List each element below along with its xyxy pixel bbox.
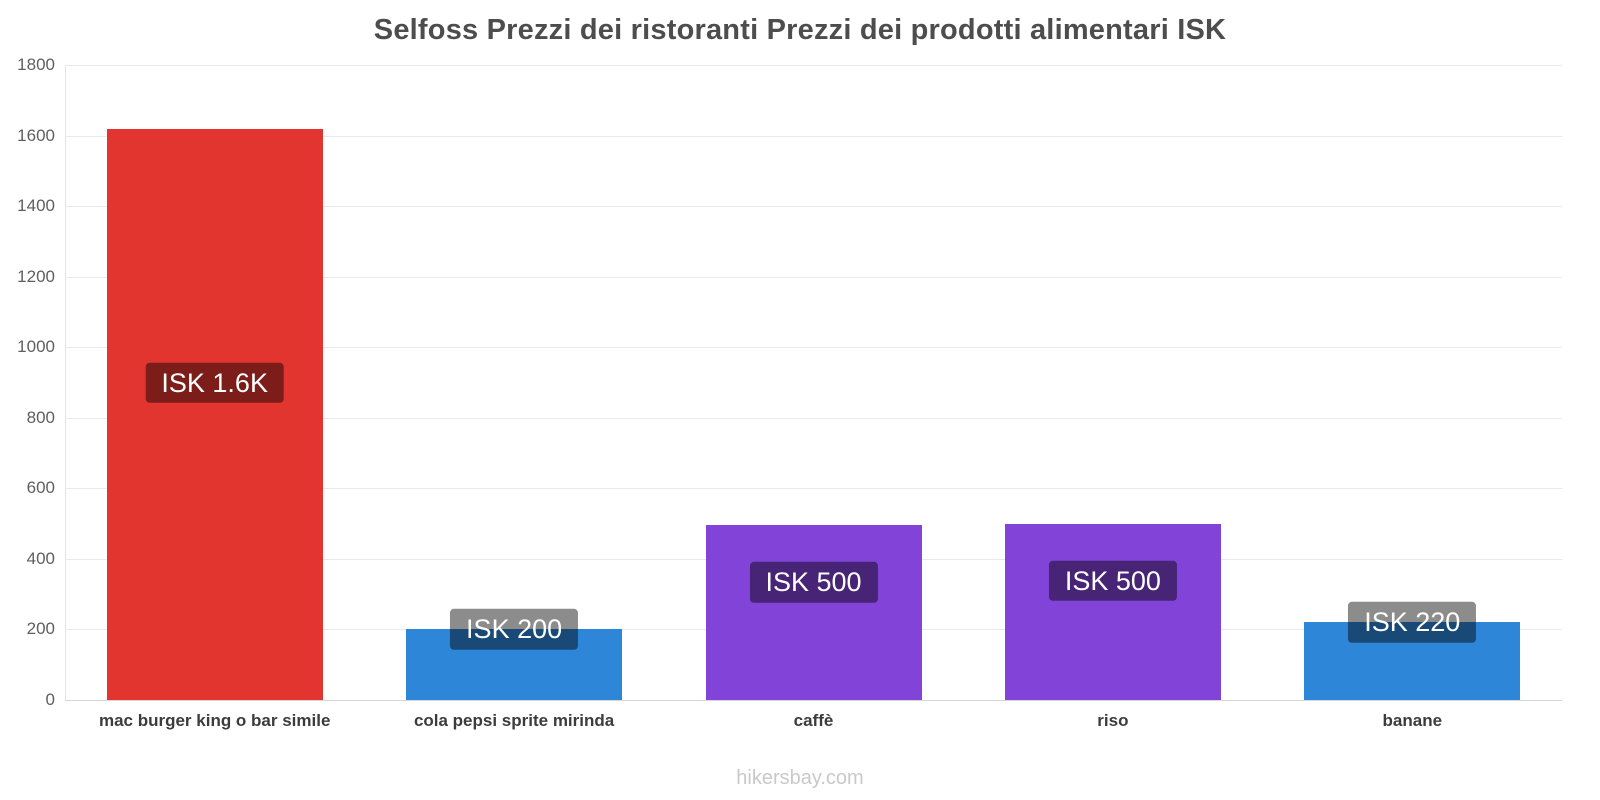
x-axis-baseline <box>65 700 1562 701</box>
gridline <box>65 347 1562 349</box>
x-axis-category-label: riso <box>1097 711 1129 730</box>
chart-title: Selfoss Prezzi dei ristoranti Prezzi dei… <box>373 14 1227 46</box>
bar-value-label: ISK 220 <box>1348 602 1477 643</box>
bar-1 <box>106 128 323 700</box>
y-axis-tick-label: 0 <box>45 690 55 709</box>
bar-5 <box>1304 622 1521 700</box>
x-axis-category-label: mac burger king o bar simile <box>98 711 331 730</box>
gridline <box>65 206 1562 208</box>
y-axis-tick-label: 1800 <box>17 55 55 74</box>
y-axis-tick-label: 1400 <box>17 196 55 216</box>
bar-value-label: ISK 200 <box>450 609 579 650</box>
gridline <box>65 417 1562 419</box>
bar-value-label: ISK 500 <box>749 562 878 603</box>
y-axis-tick-label: 1600 <box>17 125 55 145</box>
gridline <box>65 135 1562 137</box>
y-axis-tick-label: 200 <box>26 619 55 639</box>
y-axis-tick-label: 600 <box>26 478 55 498</box>
y-axis-tick-label: 1200 <box>17 266 55 286</box>
gridline <box>65 488 1562 490</box>
plot-area: 0 200 400 600 800 1000 1200 1400 1600 1800 ISK 1.6… <box>17 55 1562 730</box>
y-axis-tick-label: 400 <box>26 548 55 568</box>
y-axis-tick-label: 800 <box>26 407 55 427</box>
x-axis-category-label: banane <box>1382 711 1443 730</box>
footer-link[interactable]: hikersbay.com <box>736 767 864 789</box>
x-axis-category-label: caffè <box>793 711 834 730</box>
bar-value-label: ISK 1.6K <box>145 362 284 404</box>
gridline <box>65 65 1562 66</box>
gridline <box>65 276 1562 278</box>
bar-4 <box>1004 523 1221 700</box>
y-axis-line <box>65 65 66 700</box>
x-axis-category-label: cola pepsi sprite mirinda <box>413 711 615 730</box>
y-axis-tick-label: 1000 <box>17 337 55 357</box>
bar-value-label: ISK 500 <box>1048 560 1177 601</box>
bar-3 <box>705 525 922 700</box>
bar-2 <box>406 629 623 700</box>
